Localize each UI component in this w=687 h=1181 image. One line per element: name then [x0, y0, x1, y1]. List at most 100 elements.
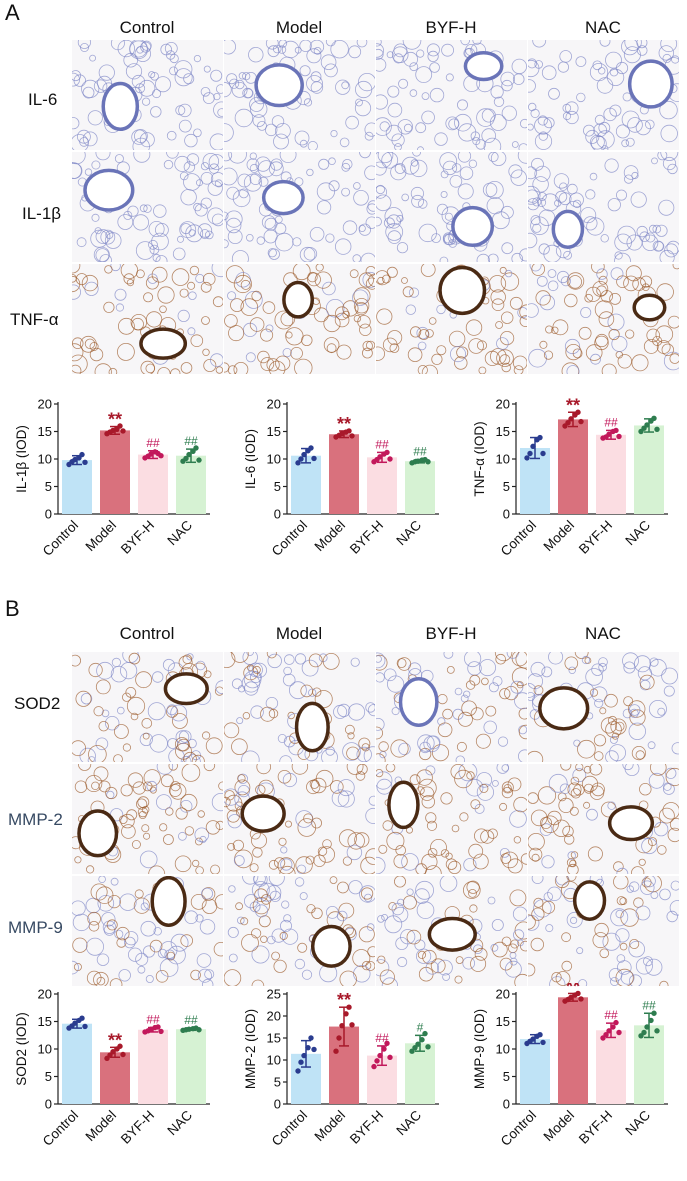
x-tick-label: BYF-H [118, 1108, 157, 1147]
x-tick-label: Control [269, 518, 310, 559]
data-point [298, 1059, 304, 1065]
y-axis-label: SOD2 (IOD) [14, 1012, 29, 1086]
x-tick-label: Model [312, 1108, 349, 1145]
data-point [82, 1023, 88, 1030]
bar [596, 434, 626, 514]
panel-b-micrograph [72, 652, 223, 762]
panel-a-micrograph [224, 152, 375, 262]
data-point [384, 449, 390, 456]
data-point [79, 451, 85, 458]
data-point [186, 1026, 192, 1032]
y-tick-label: 5 [274, 479, 281, 494]
x-tick-label: BYF-H [347, 1108, 386, 1147]
data-point [425, 459, 431, 465]
bar [138, 454, 168, 514]
significance-label: ## [146, 436, 160, 450]
data-point [654, 1028, 660, 1034]
data-point [537, 434, 543, 441]
panel-a-micrograph [72, 40, 223, 150]
data-point [79, 1015, 85, 1021]
x-tick-label: NAC [622, 1107, 653, 1138]
panel-a-col-nac: NAC [585, 18, 621, 37]
data-point [148, 451, 154, 457]
y-tick-label: 0 [45, 1097, 52, 1112]
y-axis-label: MMP-2 (IOD) [243, 1009, 258, 1089]
significance-label: # [417, 1020, 424, 1034]
data-point [651, 415, 657, 421]
x-tick-label: Control [498, 518, 539, 559]
y-axis-label: IL-1β (IOD) [14, 425, 29, 493]
significance-label: ** [566, 983, 580, 996]
axis: 0 5 10 15 20 [496, 397, 668, 522]
y-tick-label: 5 [274, 1075, 281, 1090]
data-point [568, 416, 574, 422]
y-tick-label: 0 [45, 507, 52, 522]
y-tick-label: 25 [267, 987, 281, 1002]
x-tick-label: BYF-H [347, 518, 386, 557]
data-point [336, 1035, 342, 1041]
data-point [298, 456, 304, 462]
data-point [120, 1051, 126, 1058]
panel-b-micrograph [72, 764, 223, 874]
panel-b-micrograph [528, 652, 679, 762]
bar [596, 1030, 626, 1104]
panel-b-row-mmp9: MMP-9 [8, 918, 63, 937]
bar [558, 997, 588, 1104]
panel-a-col-byfh: BYF-H [425, 18, 477, 37]
significance-label: ## [375, 437, 389, 451]
panel-b-micrograph [376, 876, 527, 986]
panel-a-row-il1b: IL-1β [22, 204, 62, 223]
y-tick-label: 15 [267, 424, 281, 439]
data-point [654, 426, 660, 432]
panel-a-micrograph [224, 264, 375, 374]
y-axis-label: IL-6 (IOD) [243, 429, 258, 489]
x-tick-label: NAC [393, 1107, 424, 1138]
y-tick-label: 15 [496, 1014, 510, 1029]
x-tick-label: BYF-H [118, 518, 157, 557]
panel-a-micrograph [72, 264, 223, 374]
data-point [349, 1022, 355, 1028]
panel-a-micrograph [376, 152, 527, 262]
chart-mmp2: 0 5 10 15 20 25 MMP-2 (IOD) Control ** Model ## BYF… [243, 987, 439, 1149]
y-tick-label: 10 [496, 452, 510, 467]
panel-b-micrograph [224, 764, 375, 874]
panel-b-micrograph [376, 652, 527, 762]
axis: 0 5 10 15 20 [267, 397, 439, 522]
panel-a-col-model: Model [275, 18, 323, 37]
y-tick-label: 20 [38, 397, 52, 412]
bar [634, 1025, 664, 1104]
data-point [527, 450, 533, 457]
significance-label: ** [337, 990, 351, 1010]
data-point [412, 1044, 418, 1051]
panel-b-micrograph [224, 652, 375, 762]
panel-a-micrograph [72, 152, 223, 262]
significance-label: ## [184, 1013, 198, 1027]
data-point [610, 1024, 616, 1030]
data-point [578, 996, 584, 1002]
x-tick-label: NAC [164, 517, 195, 548]
y-tick-label: 5 [503, 479, 510, 494]
y-tick-label: 10 [496, 1042, 510, 1057]
y-tick-label: 15 [496, 424, 510, 439]
bar [176, 455, 206, 514]
significance-label: ** [108, 1030, 122, 1050]
significance-label: ## [604, 415, 618, 429]
x-tick-label: BYF-H [576, 1108, 615, 1147]
data-point [387, 456, 393, 462]
y-tick-label: 0 [274, 507, 281, 522]
panel-a-micrograph [376, 264, 527, 374]
data-point [193, 445, 199, 451]
chart-il1b: 0 5 10 15 20 IL-1β (IOD) Control ** Model ## BYF-H… [14, 397, 210, 559]
y-tick-label: 5 [45, 1069, 52, 1084]
x-tick-label: Model [541, 518, 578, 555]
data-point [648, 1017, 654, 1024]
panel-a-letter: A [5, 0, 20, 25]
significance-label: ## [413, 445, 427, 459]
data-point [186, 451, 192, 458]
data-point [311, 455, 317, 462]
data-point [349, 433, 355, 439]
bar [405, 1043, 435, 1104]
data-point [295, 1068, 301, 1074]
data-point [381, 1046, 387, 1052]
y-tick-label: 0 [274, 1097, 281, 1112]
